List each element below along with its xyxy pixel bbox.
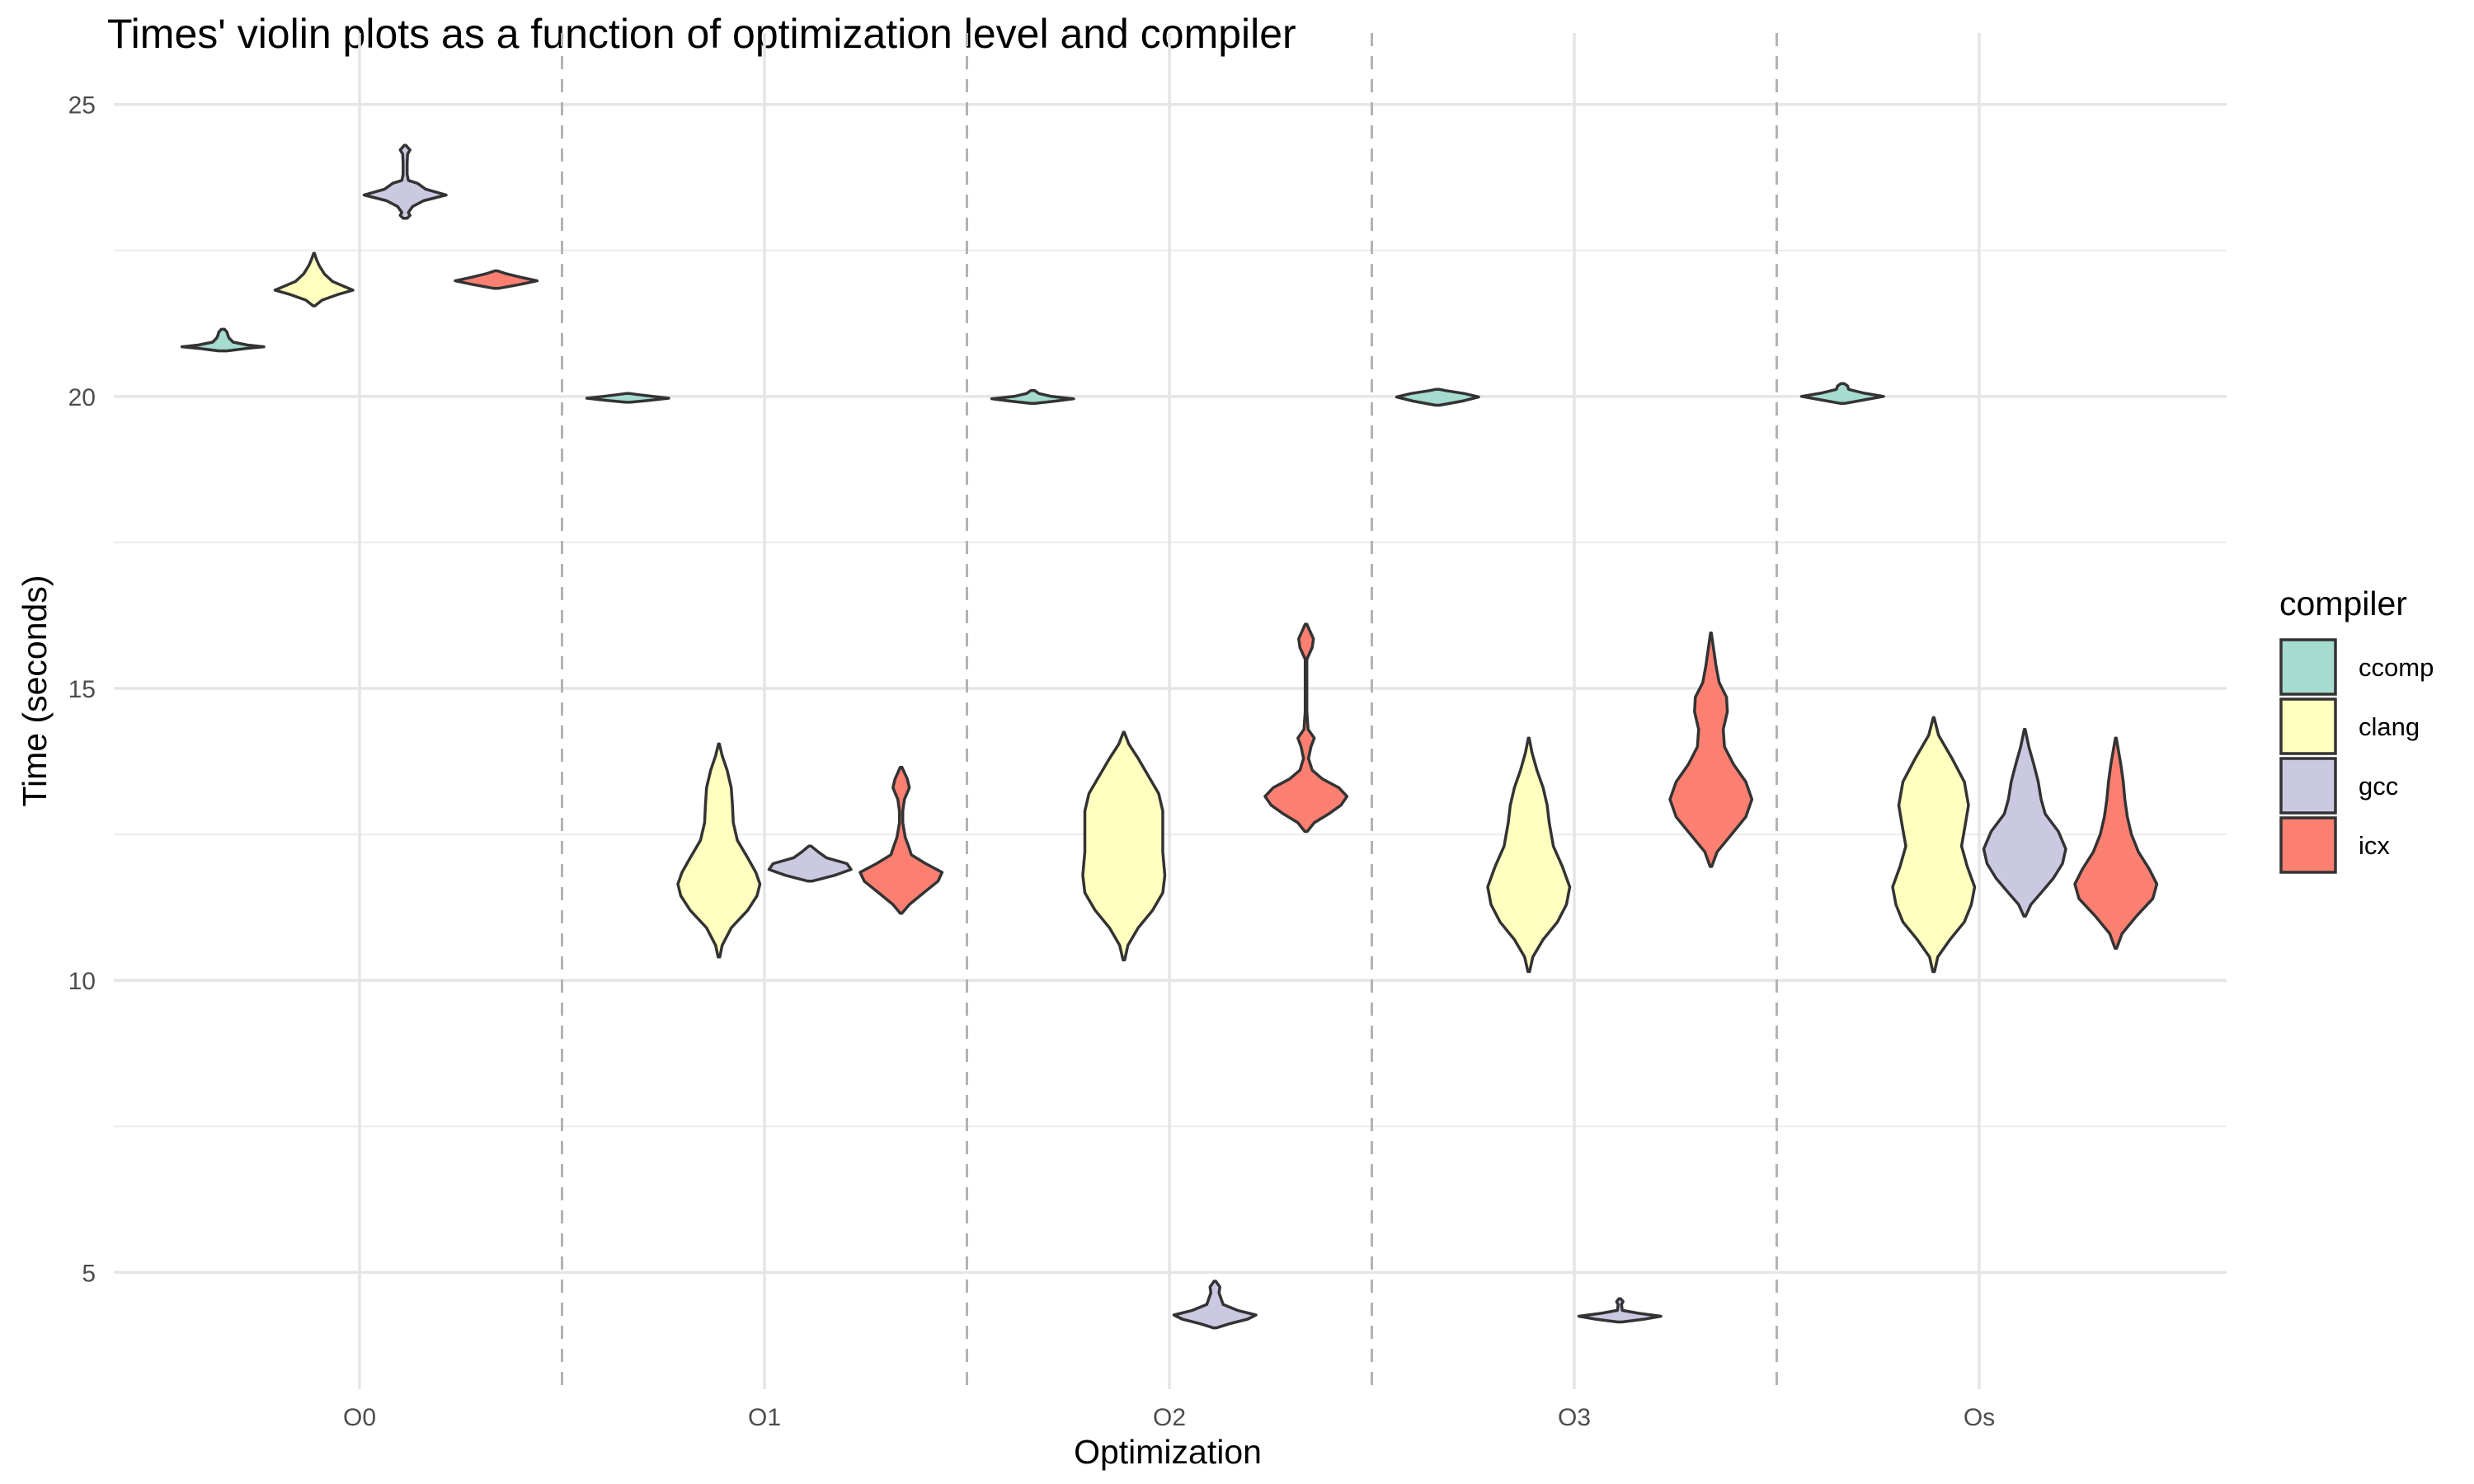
violin-icx-Os — [2073, 736, 2159, 950]
violin-ccomp-Os — [1799, 382, 1885, 406]
x-tick-label: Os — [1964, 1404, 1995, 1431]
violin-clang-O3 — [1486, 736, 1572, 974]
violin-layer — [180, 143, 2159, 1330]
violin-clang-O1 — [676, 742, 762, 959]
legend: compiler ccomp clang gcc icx — [2279, 585, 2434, 874]
violin-clang-O0 — [273, 251, 355, 308]
violin-gcc-O1 — [767, 844, 853, 883]
legend-key-gcc — [2279, 757, 2337, 815]
violin-gcc-O0 — [362, 143, 448, 220]
violin-ccomp-O1 — [585, 392, 670, 404]
x-tick-label: O0 — [343, 1404, 376, 1431]
x-tick-label: O2 — [1153, 1404, 1186, 1431]
legend-label-gcc: gcc — [2359, 772, 2398, 801]
violin-ccomp-O0 — [180, 327, 266, 353]
y-tick-label: 25 — [68, 92, 96, 120]
violin-icx-O2 — [1263, 622, 1349, 834]
legend-title: compiler — [2279, 585, 2407, 622]
y-axis-title: Time (seconds) — [16, 575, 54, 807]
violin-gcc-O3 — [1577, 1297, 1663, 1324]
legend-label-icx: icx — [2359, 831, 2390, 860]
y-tick-label: 5 — [82, 1260, 96, 1287]
y-tick-label: 10 — [68, 968, 96, 995]
violin-icx-O0 — [454, 269, 539, 290]
violin-gcc-Os — [1982, 727, 2067, 918]
x-axis-ticks: O0 O1 O2 O3 Os — [343, 1404, 1995, 1431]
violin-clang-O2 — [1081, 730, 1167, 962]
y-tick-label: 15 — [68, 676, 96, 703]
violin-ccomp-O3 — [1395, 387, 1480, 407]
category-separators — [561, 33, 1778, 1389]
y-axis-ticks: 5 10 15 20 25 — [68, 92, 96, 1288]
x-tick-label: O3 — [1558, 1404, 1591, 1431]
legend-items: ccomp clang gcc icx — [2279, 638, 2434, 874]
y-tick-label: 20 — [68, 384, 96, 411]
legend-label-clang: clang — [2359, 712, 2420, 741]
legend-key-icx — [2279, 816, 2337, 874]
violin-ccomp-O2 — [990, 389, 1075, 406]
legend-key-ccomp — [2279, 638, 2337, 696]
legend-label-ccomp: ccomp — [2359, 653, 2434, 682]
grid-layer — [114, 33, 2227, 1389]
violin-clang-Os — [1891, 716, 1977, 974]
legend-key-clang — [2279, 697, 2337, 755]
violin-icx-O3 — [1668, 631, 1754, 868]
x-axis-title: Optimization — [1074, 1433, 1262, 1471]
violin-icx-O1 — [858, 765, 944, 915]
chart-title: Times' violin plots as a function of opt… — [107, 11, 1296, 57]
violin-gcc-O2 — [1172, 1280, 1258, 1330]
x-tick-label: O1 — [748, 1404, 781, 1431]
